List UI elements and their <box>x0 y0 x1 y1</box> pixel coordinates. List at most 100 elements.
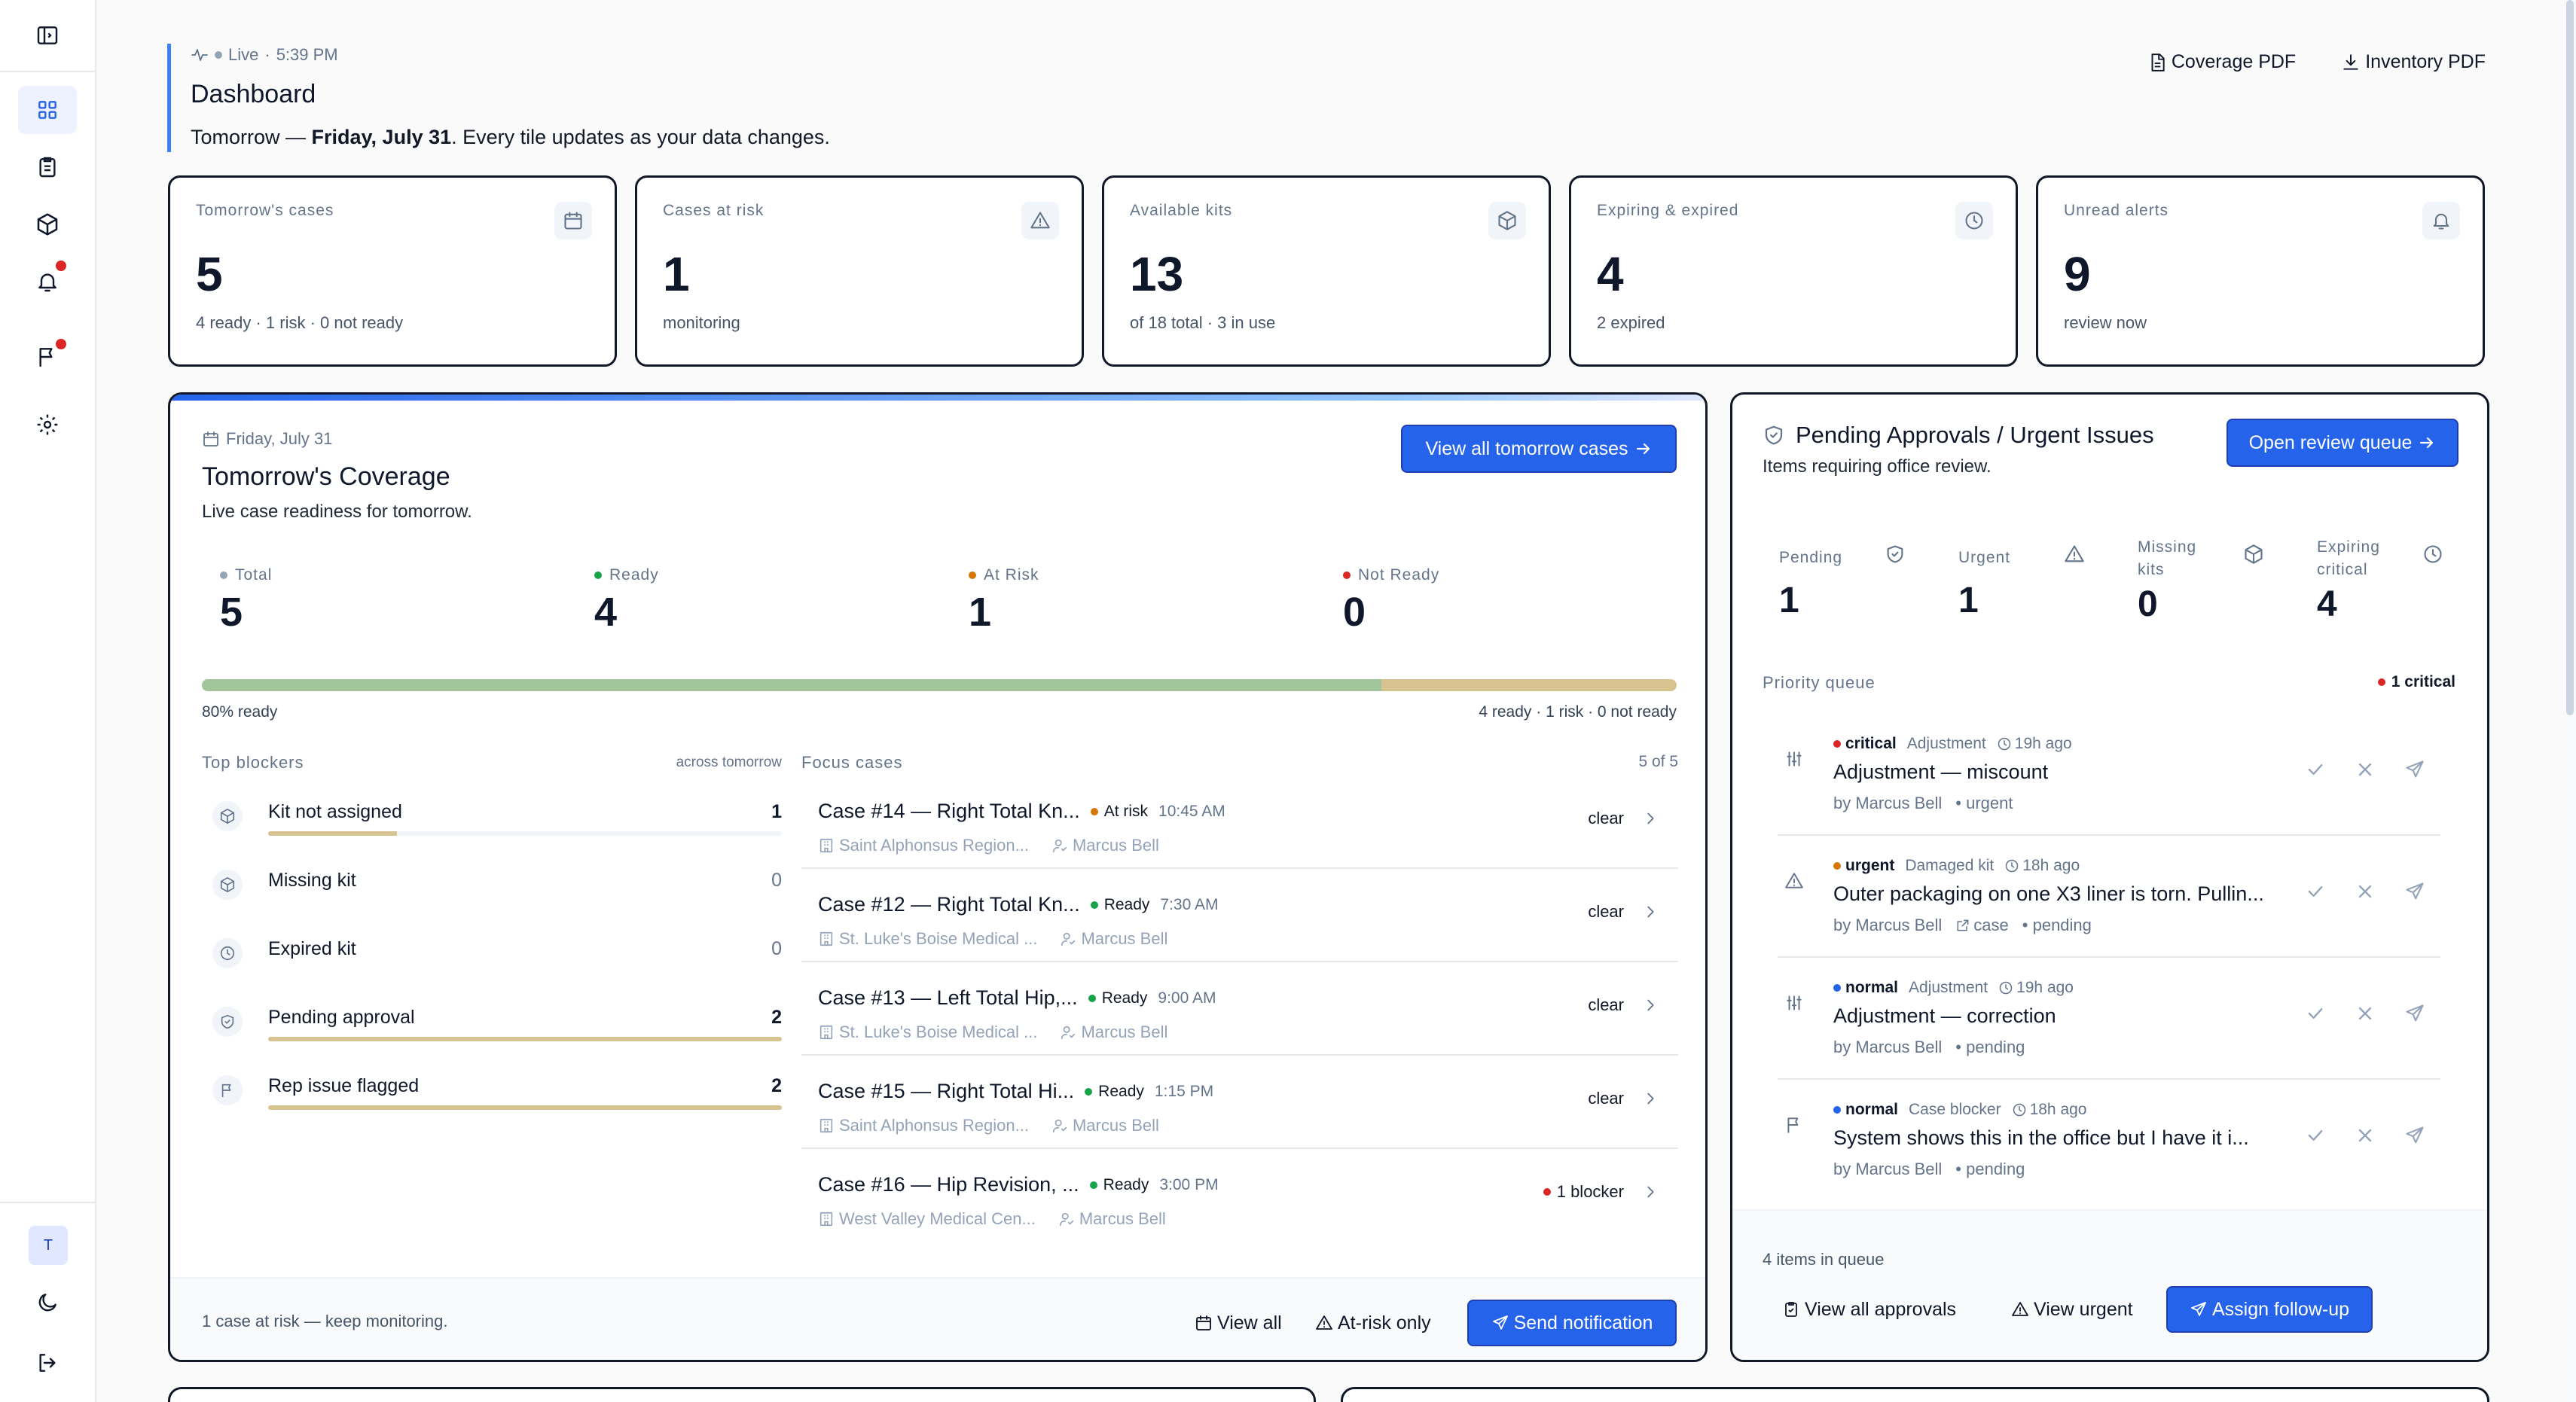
blocker-row[interactable]: Kit not assigned 1 <box>212 794 782 839</box>
forward-send-icon[interactable] <box>2404 1003 2425 1024</box>
case-title: Case #14 — Right Total Kn... <box>818 800 1080 822</box>
nav-cases[interactable] <box>18 143 77 191</box>
approvals-title: Pending Approvals / Urgent Issues <box>1763 422 2154 449</box>
case-status-text: Ready <box>1098 1082 1144 1100</box>
queue-item[interactable]: urgent Damaged kit 18h ago Outer packagi… <box>1778 836 2440 958</box>
approve-check-icon[interactable] <box>2305 1003 2326 1024</box>
case-blocker-label: 1 blocker <box>1556 1182 1624 1201</box>
logout-button[interactable] <box>18 1339 77 1387</box>
blocker-bar <box>268 1105 782 1110</box>
case-title: Case #15 — Right Total Hi... <box>818 1080 1075 1102</box>
queue-item[interactable]: critical Adjustment 19h ago Adjustment —… <box>1778 714 2440 836</box>
metric-value: 4 <box>594 590 618 635</box>
queue-item-state: • pending <box>2022 916 2092 934</box>
view-all-button[interactable]: View all <box>1195 1300 1282 1346</box>
nav-inventory[interactable] <box>18 200 77 248</box>
chevron-right-icon[interactable] <box>1642 810 1659 827</box>
forward-send-icon[interactable] <box>2404 1125 2425 1146</box>
reject-x-icon[interactable] <box>2355 881 2376 902</box>
chevron-right-icon[interactable] <box>1642 997 1659 1013</box>
blocker-row[interactable]: Missing kit 0 <box>212 862 782 907</box>
package-icon <box>37 212 58 236</box>
severity-dot <box>1833 984 1841 992</box>
theme-toggle-button[interactable] <box>18 1279 77 1327</box>
sidebar-toggle-button[interactable] <box>0 0 95 72</box>
stat-tile[interactable]: Available kits 13 of 18 total · 3 in use <box>1102 175 1551 367</box>
reject-x-icon[interactable] <box>2355 1003 2376 1024</box>
focus-case-row[interactable]: Case #14 — Right Total Kn... At risk 10:… <box>801 776 1678 869</box>
focus-case-row[interactable]: Case #16 — Hip Revision, ... Ready 3:00 … <box>801 1149 1678 1242</box>
blocker-row[interactable]: Pending approval 2 <box>212 999 782 1044</box>
focus-case-row[interactable]: Case #12 — Right Total Kn... Ready 7:30 … <box>801 869 1678 962</box>
metric-label-text: Not Ready <box>1358 566 1440 584</box>
open-review-queue-button[interactable]: Open review queue <box>2227 419 2458 467</box>
avatar[interactable]: T <box>29 1226 68 1265</box>
focus-case-row[interactable]: Case #15 — Right Total Hi... Ready 1:15 … <box>801 1056 1678 1149</box>
view-urgent-button[interactable]: View urgent <box>2011 1286 2133 1333</box>
queue-item[interactable]: normal Adjustment 19h ago Adjustment — c… <box>1778 958 2440 1080</box>
reject-x-icon[interactable] <box>2355 759 2376 780</box>
live-label: Live <box>228 45 259 64</box>
case-meta: West Valley Medical Cen... Marcus Bell <box>818 1209 1166 1229</box>
at-risk-only-button[interactable]: At-risk only <box>1315 1300 1431 1346</box>
approve-check-icon[interactable] <box>2305 759 2326 780</box>
inventory-pdf-button[interactable]: Inventory PDF <box>2341 51 2486 73</box>
view-all-approvals-button[interactable]: View all approvals <box>1782 1286 1956 1333</box>
status-dot <box>1089 1181 1097 1189</box>
nav-alerts[interactable] <box>18 258 77 306</box>
nav-issues[interactable] <box>18 333 77 381</box>
chevron-right-icon[interactable] <box>1642 1184 1659 1200</box>
blocker-icon-box <box>212 870 243 900</box>
case-time: 1:15 PM <box>1154 1082 1214 1100</box>
reject-x-icon[interactable] <box>2355 1125 2376 1146</box>
focus-case-row[interactable]: Case #13 — Left Total Hip,... Ready 9:00… <box>801 962 1678 1056</box>
send-notification-button[interactable]: Send notification <box>1467 1300 1677 1346</box>
calendar-icon <box>563 210 584 231</box>
view-all-tomorrow-cases-button[interactable]: View all tomorrow cases <box>1401 425 1677 473</box>
subtitle-prefix: Tomorrow — <box>191 126 312 148</box>
stat-tile[interactable]: Cases at risk 1 monitoring <box>635 175 1084 367</box>
alert-triangle-icon <box>2012 1302 2028 1316</box>
metric-dot <box>1343 571 1351 579</box>
forward-send-icon[interactable] <box>2404 881 2425 902</box>
queue-item[interactable]: normal Case blocker 18h ago System shows… <box>1778 1080 2440 1202</box>
blocker-row[interactable]: Rep issue flagged 2 <box>212 1068 782 1113</box>
view-urgent-label: View urgent <box>2034 1298 2133 1320</box>
blocker-row[interactable]: Expired kit 0 <box>212 931 782 976</box>
approve-check-icon[interactable] <box>2305 1125 2326 1146</box>
case-status-text: Ready <box>1103 1175 1149 1193</box>
building-icon <box>818 1117 835 1134</box>
tile-subtext: 2 expired <box>1597 313 1665 332</box>
approve-check-icon[interactable] <box>2305 881 2326 902</box>
tile-label: Available kits <box>1130 202 1233 219</box>
severity-dot <box>1833 1106 1841 1114</box>
next-card-right <box>1341 1387 2489 1402</box>
clipboard-icon <box>39 157 56 178</box>
page-scrollbar[interactable] <box>2562 0 2576 1402</box>
nav-dashboard[interactable] <box>18 86 77 134</box>
chevron-right-icon[interactable] <box>1642 1090 1659 1107</box>
queue-item-state: • pending <box>1955 1160 2025 1178</box>
stat-tile[interactable]: Unread alerts 9 review now <box>2036 175 2485 367</box>
forward-send-icon[interactable] <box>2404 759 2425 780</box>
queue-item-state-text: urgent <box>1966 794 2013 812</box>
queue-item-link[interactable]: case <box>1955 916 2009 935</box>
blocker-bar <box>268 1037 782 1041</box>
chevron-right-icon[interactable] <box>1642 904 1659 920</box>
next-card-left <box>168 1387 1316 1402</box>
queue-item-age-text: 19h ago <box>2014 735 2072 752</box>
coverage-pdf-button[interactable]: Coverage PDF <box>2147 51 2296 73</box>
live-indicator: Live · 5:39 PM <box>191 44 830 66</box>
assign-follow-up-button[interactable]: Assign follow-up <box>2166 1286 2373 1333</box>
case-rep: Marcus Bell <box>1060 1023 1167 1042</box>
blocker-count: 0 <box>771 870 782 891</box>
queue-item-title: Adjustment — correction <box>1833 1004 2056 1027</box>
approvals-metric-icon-box <box>1885 544 1906 565</box>
nav-settings[interactable] <box>18 401 77 449</box>
stat-tile[interactable]: Expiring & expired 4 2 expired <box>1569 175 2018 367</box>
readiness-progress-bar <box>202 679 1677 691</box>
status-dot <box>1088 994 1096 1002</box>
alert-badge-dot <box>56 261 66 271</box>
stat-tile[interactable]: Tomorrow's cases 5 4 ready · 1 risk · 0 … <box>168 175 617 367</box>
scrollbar-thumb[interactable] <box>2566 0 2574 715</box>
